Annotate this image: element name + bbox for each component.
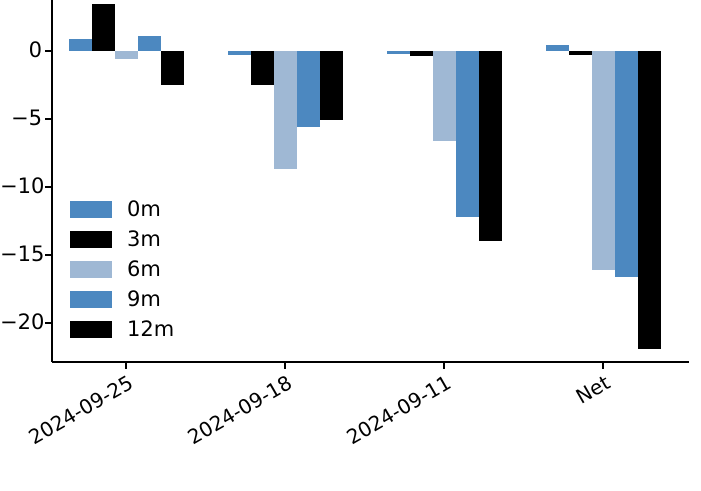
y-axis-spine <box>51 0 53 362</box>
y-axis-tick-label: −10 <box>0 174 45 198</box>
legend-swatch-12m <box>70 321 112 338</box>
legend-label-0m: 0m <box>127 197 161 221</box>
y-axis-tick-label: 0 <box>28 38 42 62</box>
legend-swatch-9m <box>70 291 112 308</box>
legend-item-3m: 3m <box>70 226 198 256</box>
y-axis-tick <box>45 50 52 52</box>
bar-2024-09-25-0m <box>68 38 92 51</box>
bar-2024-09-11-9m <box>455 51 479 217</box>
legend-label-6m: 6m <box>127 257 161 281</box>
x-axis-tick-label: Net <box>571 370 614 409</box>
bar-2024-09-11-12m <box>478 51 502 242</box>
bar-chart-figure: 0 −5 −10 −15 −20 2024-09-25 2024-09-18 2024-09… <box>0 0 689 450</box>
bar-2024-09-25-6m <box>114 51 138 60</box>
y-axis-tick-label: −5 <box>11 106 42 130</box>
bar-2024-09-18-12m <box>319 51 343 121</box>
bar-2024-09-18-6m <box>273 51 297 170</box>
bar-2024-09-25-12m <box>160 51 184 85</box>
bar-2024-09-11-3m <box>409 51 433 57</box>
legend-label-9m: 9m <box>127 287 161 311</box>
bar-2024-09-25-3m <box>91 4 115 51</box>
bar-2024-09-18-0m <box>227 51 251 56</box>
y-axis-tick-label: −15 <box>0 242 45 266</box>
y-axis-tick <box>45 322 52 324</box>
bar-Net-9m <box>614 51 638 277</box>
legend-item-12m: 12m <box>70 316 198 346</box>
bar-2024-09-18-3m <box>250 51 274 85</box>
y-axis-tick <box>45 186 52 188</box>
y-axis-tick <box>45 118 52 120</box>
y-axis-tick <box>45 254 52 256</box>
legend-swatch-0m <box>70 201 112 218</box>
x-axis-tick-label: 2024-09-18 <box>183 370 296 450</box>
legend-swatch-6m <box>70 261 112 278</box>
y-axis-tick-label: −20 <box>0 310 45 334</box>
x-axis-tick <box>602 362 604 369</box>
x-axis-tick <box>284 362 286 369</box>
bar-Net-0m <box>545 44 569 51</box>
x-axis-tick <box>443 362 445 369</box>
x-axis-spine <box>52 361 689 363</box>
legend-label-3m: 3m <box>127 227 161 251</box>
legend-item-9m: 9m <box>70 286 198 316</box>
x-axis-tick <box>125 362 127 369</box>
legend-item-0m: 0m <box>70 196 198 226</box>
bar-2024-09-11-0m <box>386 51 410 54</box>
chart-legend: 0m 3m 6m 9m 12m <box>70 196 198 346</box>
bar-Net-12m <box>637 51 661 349</box>
plot-area <box>52 0 689 362</box>
legend-swatch-3m <box>70 231 112 248</box>
bar-2024-09-18-9m <box>296 51 320 128</box>
bar-Net-3m <box>568 51 592 56</box>
bar-2024-09-25-9m <box>137 36 161 51</box>
legend-item-6m: 6m <box>70 256 198 286</box>
x-axis-tick-label: 2024-09-11 <box>342 370 455 450</box>
bar-Net-6m <box>591 51 615 270</box>
legend-label-12m: 12m <box>127 317 175 341</box>
bar-2024-09-11-6m <box>432 51 456 141</box>
